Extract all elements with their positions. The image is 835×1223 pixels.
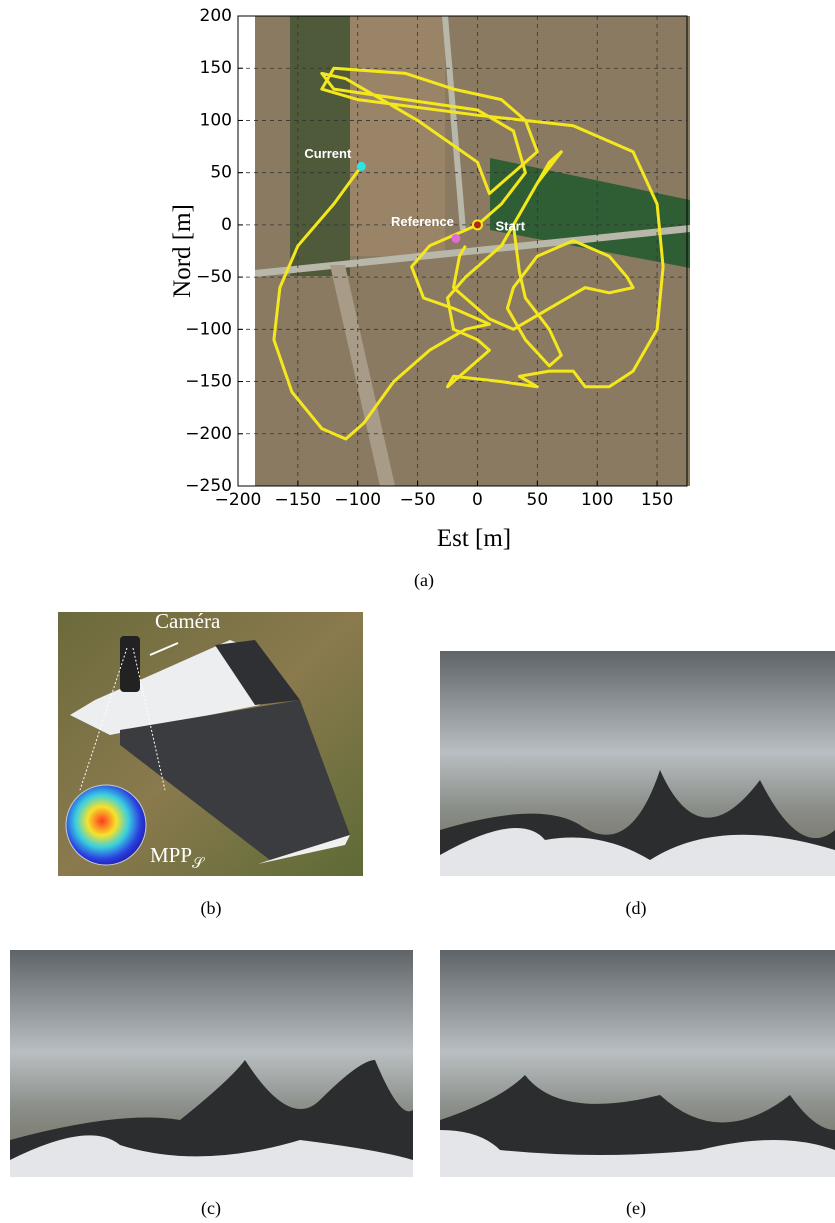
y-tick-label: −50 xyxy=(196,267,232,287)
x-tick-label: 0 xyxy=(472,490,483,510)
point xyxy=(473,220,482,229)
sphere xyxy=(66,785,146,865)
point-label: Reference xyxy=(391,214,454,229)
y-tick-label: 100 xyxy=(200,110,232,130)
point xyxy=(451,234,460,243)
x-tick-label: 100 xyxy=(581,490,613,510)
page: {"chart_data": {"type": "trajectory", "x… xyxy=(0,0,835,1223)
x-axis-label: Est [m] xyxy=(437,525,511,552)
point-label: Current xyxy=(304,146,352,161)
caption: (d) xyxy=(626,898,647,919)
caption: (c) xyxy=(201,1198,221,1219)
photo-b xyxy=(58,612,363,876)
point xyxy=(357,162,366,171)
caption: (a) xyxy=(414,570,434,591)
x-tick-label: −50 xyxy=(400,490,436,510)
y-tick-label: −150 xyxy=(185,372,232,392)
y-tick-label: −250 xyxy=(185,476,232,496)
x-tick-label: 150 xyxy=(641,490,673,510)
caption: (e) xyxy=(626,1198,646,1219)
figure: Caméra MPP𝒮 (a) (b) (d) (c) (e) Est [m] … xyxy=(0,0,835,1223)
y-tick-label: 0 xyxy=(221,215,232,235)
point-label: Start xyxy=(495,218,525,233)
sphere-label-sub: 𝒮 xyxy=(192,856,205,872)
x-tick-label: −150 xyxy=(275,490,322,510)
x-tick-label: 50 xyxy=(527,490,549,510)
y-tick-label: 200 xyxy=(200,6,232,26)
y-tick-label: −200 xyxy=(185,424,232,444)
y-axis-label: Nord [m] xyxy=(169,204,196,298)
photo-e xyxy=(440,950,835,1177)
x-tick-label: −100 xyxy=(334,490,381,510)
y-tick-label: 50 xyxy=(210,163,232,183)
photo-d xyxy=(440,651,835,876)
photo-c xyxy=(10,950,413,1177)
camera-label: Caméra xyxy=(155,609,221,633)
caption: (b) xyxy=(201,898,222,919)
sphere-label-main: MPP xyxy=(150,843,192,867)
y-tick-label: 150 xyxy=(200,58,232,78)
y-tick-label: −100 xyxy=(185,319,232,339)
